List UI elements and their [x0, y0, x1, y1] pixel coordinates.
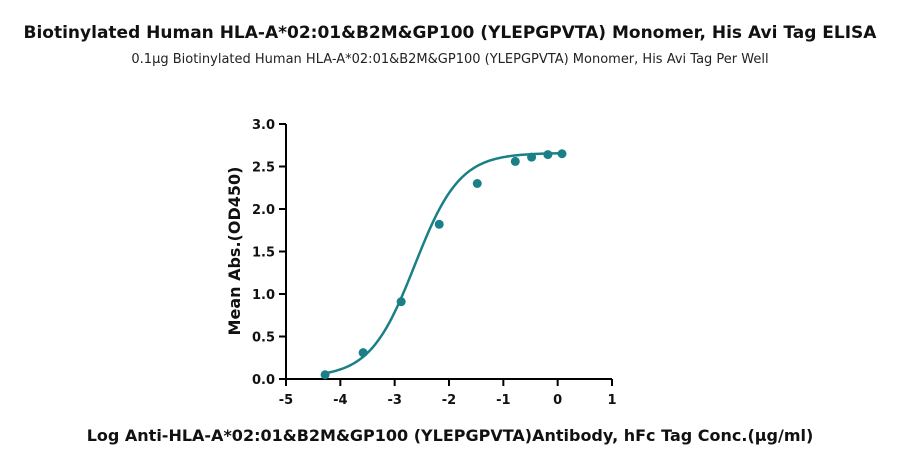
data-point-8	[557, 149, 567, 159]
x-axis-label: Log Anti-HLA-A*02:01&B2M&GP100 (YLEPGPVT…	[87, 426, 814, 445]
fit-curve	[324, 151, 563, 375]
chart-title: Biotinylated Human HLA-A*02:01&B2M&GP100…	[24, 23, 878, 43]
x-tick-label-4: -1	[496, 393, 510, 408]
x-tick-label-1: -4	[333, 393, 347, 408]
plot-area: 0.0 0.5 1.0 1.5 2.0 2.5 3.0 -5 -4 -3 -2 -1 0 1	[252, 118, 617, 408]
y-tick-label-6: 3.0	[252, 118, 275, 133]
data-point-7	[543, 150, 553, 160]
data-point-2	[396, 297, 406, 307]
y-tick-label-4: 2.0	[252, 203, 275, 218]
y-tick-label-5: 2.5	[252, 161, 275, 176]
data-point-0	[320, 370, 330, 380]
data-point-6	[527, 152, 537, 162]
data-points	[320, 149, 567, 380]
chart-subtitle: 0.1μg Biotinylated Human HLA-A*02:01&B2M…	[131, 52, 768, 67]
y-tick-label-1: 0.5	[252, 331, 275, 346]
y-tick-label-3: 1.5	[252, 246, 275, 261]
x-tick-label-0: -5	[279, 393, 293, 408]
data-point-5	[510, 156, 520, 166]
y-tick-label-0: 0.0	[252, 373, 275, 388]
y-axis-label: Mean Abs.(OD450)	[225, 167, 244, 336]
x-tick-label-6: 1	[607, 393, 616, 408]
data-point-3	[434, 219, 444, 229]
data-point-1	[358, 348, 368, 358]
x-tick-label-2: -3	[387, 393, 401, 408]
x-tick-label-5: 0	[553, 393, 562, 408]
x-ticks: -5 -4 -3 -2 -1 0 1	[279, 379, 617, 408]
y-tick-label-2: 1.0	[252, 288, 275, 303]
data-point-4	[472, 179, 482, 188]
x-tick-label-3: -2	[442, 393, 456, 408]
y-ticks: 0.0 0.5 1.0 1.5 2.0 2.5 3.0	[252, 118, 286, 388]
